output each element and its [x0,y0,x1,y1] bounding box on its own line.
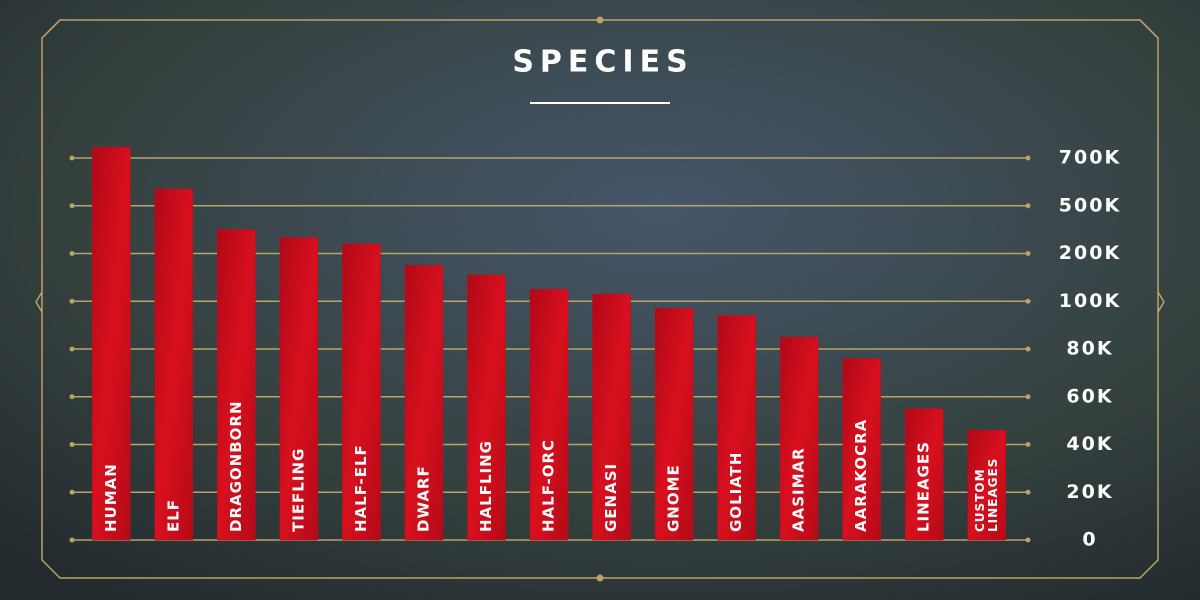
grid-dot [69,442,75,447]
bar [404,265,444,541]
bar-label: DRAGONBORN [227,400,245,532]
bar-label: CUSTOMLINEAGES [973,458,1000,532]
y-tick-label: 20K [1066,481,1113,503]
bar [779,336,819,541]
bar-label: HALFLING [477,440,495,532]
bar [154,188,194,541]
y-tick-label: 80K [1066,338,1113,360]
bar [342,243,381,541]
grid-dot [1025,298,1031,304]
grid-dot [1025,251,1031,256]
grid-dot [69,346,75,352]
bar-label: HALF-ELF [352,444,370,532]
grid-dot [1025,203,1031,209]
chart-title: SPECIES [512,45,693,80]
bar-label: HALF-ORC [540,439,558,532]
bar [217,229,256,541]
bar [654,308,694,541]
bar [92,147,131,541]
bar [717,315,756,541]
bar [279,237,319,541]
bar [467,274,506,541]
grid-dot [69,203,75,209]
bar-label: LINEAGES [915,441,933,532]
y-tick-label: 40K [1066,433,1113,455]
grid-dot [1025,155,1031,161]
grid-dot [1025,489,1031,495]
grid-dot [69,489,75,495]
grid-dot [69,251,75,256]
frame-ornament [596,574,604,582]
bar-label: TIEFLING [289,448,307,532]
frame-ornament [596,16,604,24]
bar-label: AARAKOCRA [852,419,870,532]
bar-label: DWARF [414,465,432,532]
y-tick-label: 60K [1066,385,1113,407]
y-tick-label: 0 [1082,529,1097,551]
frame [35,19,1165,579]
grid-dot [69,155,75,161]
bar-label: GNOME [665,464,683,532]
bar-label: GOLIATH [727,452,745,532]
grid-dot [1025,442,1031,447]
bar [529,289,569,541]
grid-dot [1025,394,1031,400]
bar-label: AASIMAR [790,447,808,532]
y-tick-label: 100K [1059,290,1121,312]
grid-dot [69,298,75,304]
grid-dot [69,394,75,400]
grid-dot [69,537,75,543]
y-tick-label: 200K [1059,242,1121,264]
bar-label: GENASI [602,463,620,532]
bar-label: HUMAN [102,463,120,532]
y-tick-label: 700K [1059,147,1121,169]
bar [592,293,631,541]
bar [904,408,944,541]
bar-label: ELF [164,499,182,532]
bar [842,358,881,541]
bar [967,429,1006,541]
grid-dot [1025,537,1031,543]
grid-dot [1025,346,1031,352]
y-tick-label: 500K [1059,194,1121,216]
